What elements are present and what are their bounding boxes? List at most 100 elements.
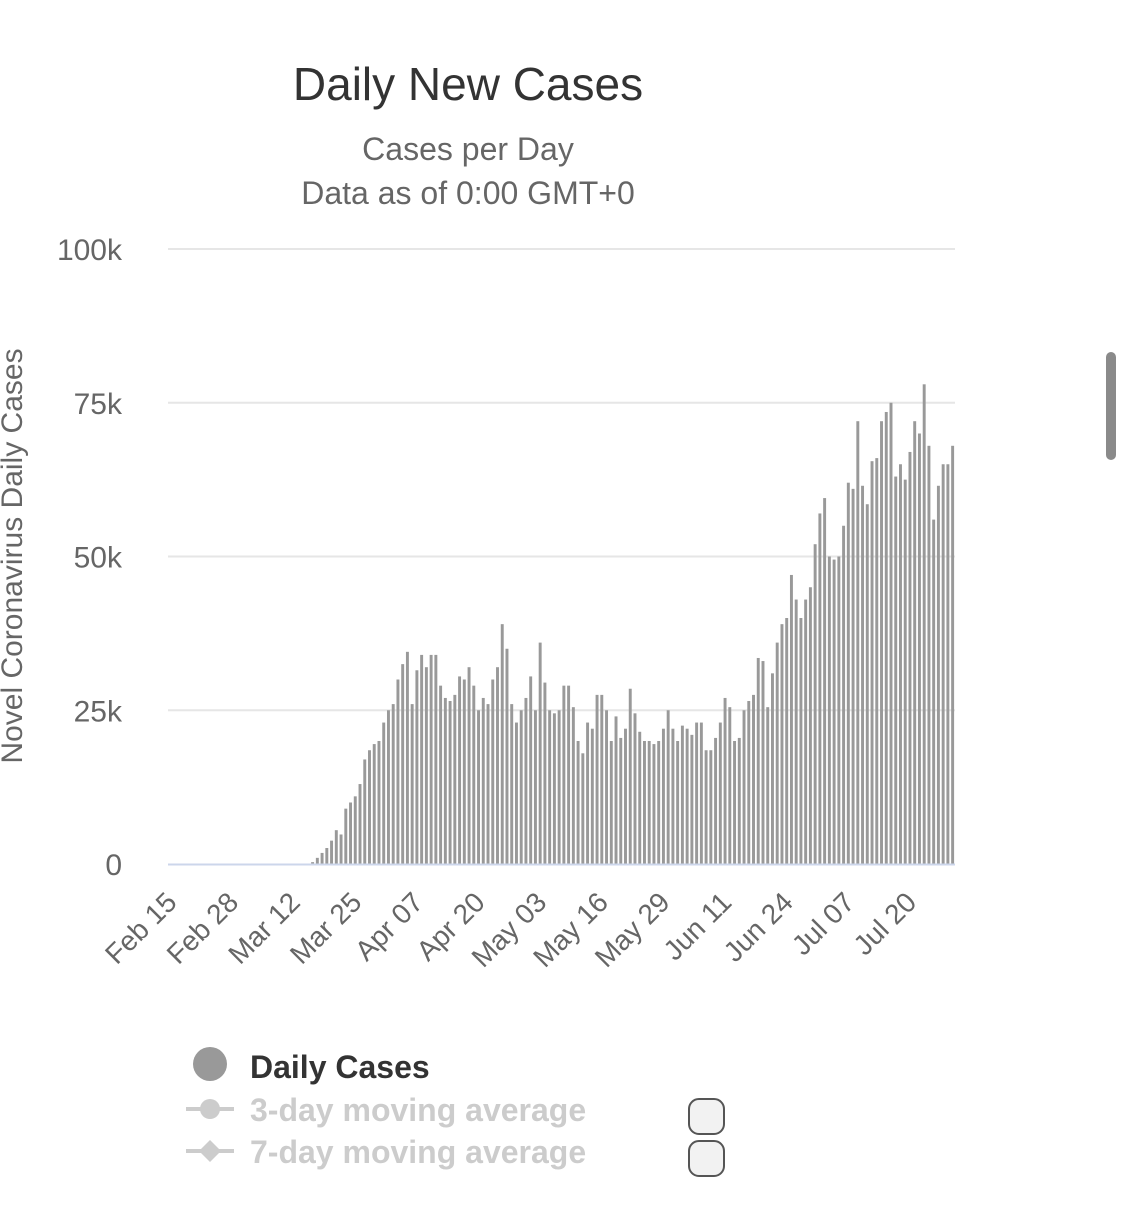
bar[interactable]: [771, 673, 774, 864]
bar[interactable]: [491, 679, 495, 865]
bar[interactable]: [733, 741, 737, 864]
bar[interactable]: [808, 587, 812, 864]
bar[interactable]: [372, 744, 376, 864]
bar[interactable]: [562, 685, 566, 864]
bar[interactable]: [709, 750, 713, 864]
bar[interactable]: [382, 722, 386, 864]
bar[interactable]: [353, 796, 357, 864]
bar[interactable]: [529, 676, 533, 864]
bar[interactable]: [590, 728, 594, 864]
bar[interactable]: [870, 461, 874, 864]
bar[interactable]: [799, 618, 803, 864]
bar[interactable]: [628, 688, 632, 864]
bar[interactable]: [894, 476, 898, 864]
bar[interactable]: [941, 464, 945, 864]
bar[interactable]: [581, 753, 585, 864]
bar[interactable]: [624, 728, 627, 864]
bar[interactable]: [780, 624, 784, 864]
bar[interactable]: [865, 504, 869, 864]
bar[interactable]: [680, 725, 684, 865]
bar[interactable]: [718, 722, 722, 864]
bar[interactable]: [851, 488, 855, 864]
bar[interactable]: [647, 741, 651, 864]
bar[interactable]: [396, 679, 400, 865]
bar[interactable]: [538, 642, 542, 864]
bar[interactable]: [586, 722, 590, 864]
bar[interactable]: [386, 710, 390, 864]
bar[interactable]: [486, 704, 490, 864]
bar[interactable]: [401, 664, 405, 865]
bar[interactable]: [600, 694, 604, 865]
bar[interactable]: [889, 402, 893, 864]
bar[interactable]: [477, 710, 480, 864]
bar[interactable]: [756, 657, 760, 864]
bar[interactable]: [837, 556, 841, 865]
bar[interactable]: [861, 485, 865, 864]
bar[interactable]: [339, 834, 343, 864]
bar[interactable]: [368, 750, 371, 864]
bar[interactable]: [927, 445, 931, 864]
bar[interactable]: [704, 750, 708, 864]
bar[interactable]: [827, 556, 831, 865]
bar[interactable]: [922, 384, 926, 864]
bar[interactable]: [913, 421, 917, 864]
bar[interactable]: [524, 697, 528, 864]
bar[interactable]: [880, 421, 883, 864]
bar[interactable]: [496, 667, 499, 864]
legend-item-daily-cases[interactable]: Daily Cases: [193, 1047, 430, 1085]
bar[interactable]: [543, 682, 547, 864]
bar[interactable]: [500, 624, 504, 864]
bar[interactable]: [856, 421, 860, 864]
bar[interactable]: [695, 722, 699, 864]
bar[interactable]: [842, 525, 846, 864]
bar[interactable]: [330, 840, 334, 864]
bar-series-daily-cases[interactable]: [306, 384, 955, 865]
bar[interactable]: [671, 728, 675, 864]
bar[interactable]: [391, 704, 395, 864]
bar[interactable]: [595, 694, 599, 865]
bar[interactable]: [514, 722, 518, 864]
bar[interactable]: [690, 734, 694, 864]
bar[interactable]: [723, 697, 727, 864]
bar[interactable]: [917, 433, 921, 865]
bar[interactable]: [505, 648, 509, 864]
bar[interactable]: [742, 710, 746, 864]
bar[interactable]: [334, 830, 338, 864]
bar[interactable]: [714, 737, 718, 864]
bar[interactable]: [789, 574, 793, 864]
bar[interactable]: [766, 707, 770, 864]
bar[interactable]: [448, 701, 452, 864]
bar[interactable]: [344, 808, 348, 864]
bar[interactable]: [657, 741, 661, 864]
bar[interactable]: [320, 852, 324, 864]
bar[interactable]: [609, 741, 613, 864]
bar[interactable]: [747, 701, 751, 864]
bar[interactable]: [813, 544, 817, 864]
bar[interactable]: [804, 599, 808, 864]
bar[interactable]: [875, 458, 879, 864]
toggle-7-day-average-checkbox[interactable]: [688, 1140, 725, 1177]
bar[interactable]: [638, 731, 642, 864]
bar[interactable]: [884, 411, 888, 864]
bar[interactable]: [315, 857, 319, 864]
bar[interactable]: [936, 485, 940, 864]
bar[interactable]: [358, 784, 362, 864]
bar[interactable]: [510, 704, 514, 864]
bar[interactable]: [453, 694, 457, 865]
bar[interactable]: [458, 676, 462, 864]
toggle-3-day-average-checkbox[interactable]: [688, 1098, 725, 1135]
bar[interactable]: [676, 741, 680, 864]
bar[interactable]: [533, 710, 537, 864]
bar[interactable]: [557, 710, 561, 864]
bar[interactable]: [643, 741, 646, 864]
bar[interactable]: [818, 513, 822, 864]
bar[interactable]: [685, 728, 689, 864]
bar[interactable]: [325, 848, 329, 864]
bar[interactable]: [605, 710, 609, 864]
bar[interactable]: [377, 741, 381, 864]
bar[interactable]: [363, 759, 367, 864]
bar[interactable]: [775, 642, 779, 864]
bar[interactable]: [661, 728, 665, 864]
bar[interactable]: [728, 707, 732, 864]
bar[interactable]: [420, 654, 424, 864]
